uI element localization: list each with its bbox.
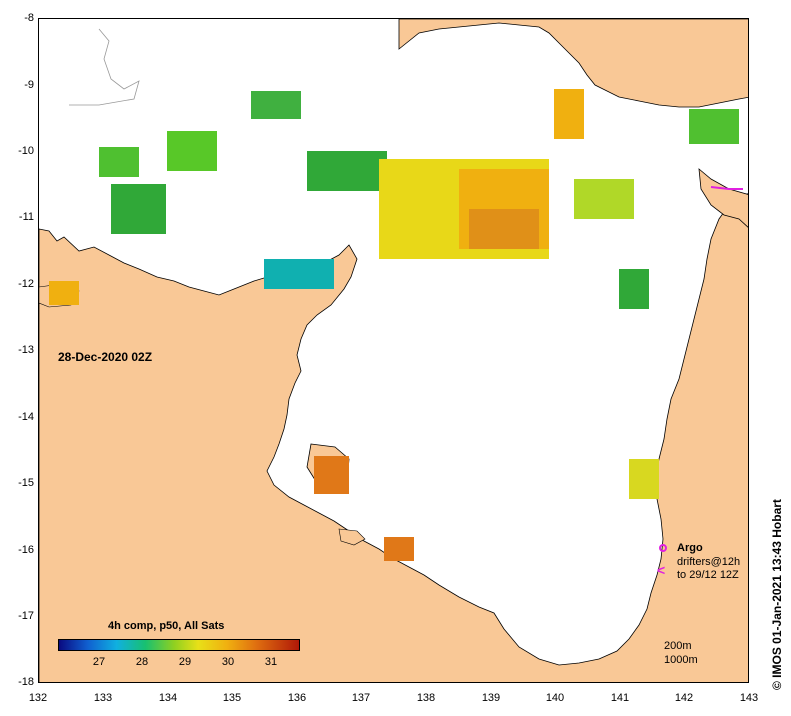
x-tick-label: 141 (610, 692, 630, 704)
x-tick-label: 140 (545, 692, 565, 704)
sst-patch (619, 269, 649, 309)
legend-drifter-period: to 29/12 12Z (677, 569, 739, 581)
sst-patch (689, 109, 739, 144)
x-tick-label: 142 (674, 692, 694, 704)
sst-patch (99, 147, 139, 177)
y-tick-label: -17 (18, 610, 34, 622)
legend-drifters-label: drifters@12h (677, 556, 741, 568)
sst-patch (111, 184, 166, 234)
land-wellesley-islands (338, 528, 366, 546)
land-cape-york (698, 168, 748, 228)
x-tick-label: 133 (93, 692, 113, 704)
depth-contour-200-label: 200m (664, 640, 692, 652)
colorbar-tick: 29 (178, 656, 192, 668)
map-canvas (39, 19, 748, 682)
y-tick-label: -13 (18, 344, 34, 356)
sst-patch (307, 151, 387, 191)
sst-patch (574, 179, 634, 219)
x-tick-label: 138 (416, 692, 436, 704)
sst-patch (167, 131, 217, 171)
x-tick-label: 134 (158, 692, 178, 704)
y-tick-label: -8 (24, 12, 34, 24)
argo-float-icon (659, 544, 667, 552)
coastline-faint (69, 28, 140, 106)
x-tick-label: 136 (287, 692, 307, 704)
drifter-arrow-icon: < (657, 562, 666, 578)
date-label: 28-Dec-2020 02Z (58, 350, 153, 364)
land-papua-new-guinea (398, 19, 748, 108)
y-tick-label: -18 (18, 676, 34, 688)
colorbar-tick: 28 (135, 656, 149, 668)
colorbar-tick: 31 (264, 656, 278, 668)
sst-patch (264, 259, 334, 289)
colorbar-tick: 27 (92, 656, 106, 668)
sst-patch (384, 537, 414, 561)
sst-patch (314, 456, 349, 494)
colorbar-title: 4h comp, p50, All Sats (108, 620, 225, 632)
map-frame (38, 18, 749, 683)
x-tick-label: 139 (481, 692, 501, 704)
y-tick-label: -11 (18, 211, 34, 223)
sst-patch (629, 459, 659, 499)
sst-patches (49, 89, 739, 561)
colorbar-tick: 30 (221, 656, 235, 668)
y-tick-label: -14 (18, 411, 34, 423)
credit-label: © IMOS 01-Jan-2021 13:43 Hobart (770, 499, 784, 690)
sst-patch (469, 209, 539, 249)
sst-patch (251, 91, 301, 119)
x-tick-label: 132 (28, 692, 48, 704)
x-tick-label: 137 (351, 692, 371, 704)
y-tick-label: -9 (24, 79, 34, 91)
sst-patch (49, 281, 79, 305)
colorbar (58, 639, 300, 651)
depth-contour-1000-label: 1000m (664, 654, 698, 666)
land-northern-territory (39, 193, 748, 682)
y-tick-label: -10 (18, 145, 34, 157)
y-tick-label: -15 (18, 477, 34, 489)
y-tick-label: -12 (18, 278, 34, 290)
sst-patch (554, 89, 584, 139)
legend-argo-label: Argo (677, 542, 703, 554)
x-tick-label: 135 (222, 692, 242, 704)
y-tick-label: -16 (18, 544, 34, 556)
drifter-track (710, 186, 743, 190)
x-tick-label: 143 (739, 692, 759, 704)
